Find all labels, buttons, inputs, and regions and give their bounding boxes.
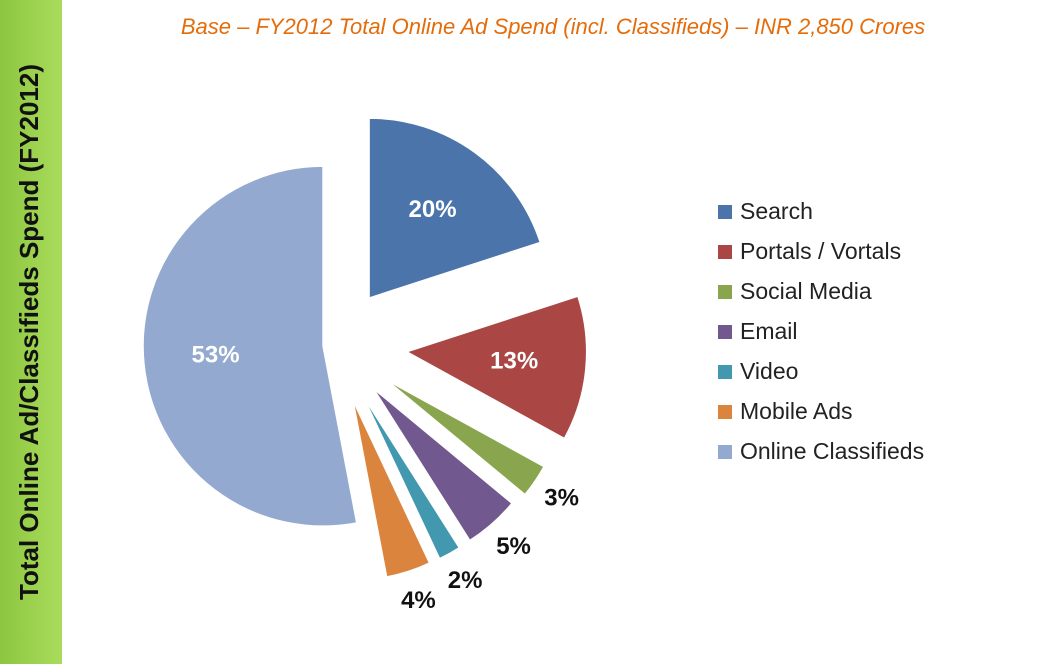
legend-swatch [718,245,732,259]
pie-slice [362,395,461,560]
pie-slice [352,399,431,578]
side-panel [0,0,62,664]
data-label: 4% [401,587,436,614]
data-label: 53% [192,342,240,369]
pie-slice [368,117,542,300]
legend-label: Social Media [740,278,872,304]
data-label: 13% [490,347,538,374]
legend-swatch [718,445,732,459]
legend-swatch [718,325,732,339]
chart-title: Base – FY2012 Total Online Ad Spend (inc… [181,14,925,39]
legend-label: Online Classifieds [740,438,924,464]
pie-slice [142,165,358,527]
data-label: 2% [448,567,483,594]
legend-label: Search [740,198,813,224]
data-label: 20% [409,196,457,223]
pie-slice [372,387,514,542]
legend-swatch [718,205,732,219]
legend-swatch [718,365,732,379]
pie-slice [385,379,546,496]
legend-label: Email [740,318,798,344]
legend-label: Video [740,358,798,384]
data-label: 3% [544,484,579,511]
side-label: Total Online Ad/Classifieds Spend (FY201… [14,64,44,600]
data-label: 5% [496,533,531,560]
pie-slice [404,295,588,440]
legend-swatch [718,285,732,299]
legend-label: Portals / Vortals [740,238,901,264]
legend-swatch [718,405,732,419]
legend-label: Mobile Ads [740,398,853,424]
